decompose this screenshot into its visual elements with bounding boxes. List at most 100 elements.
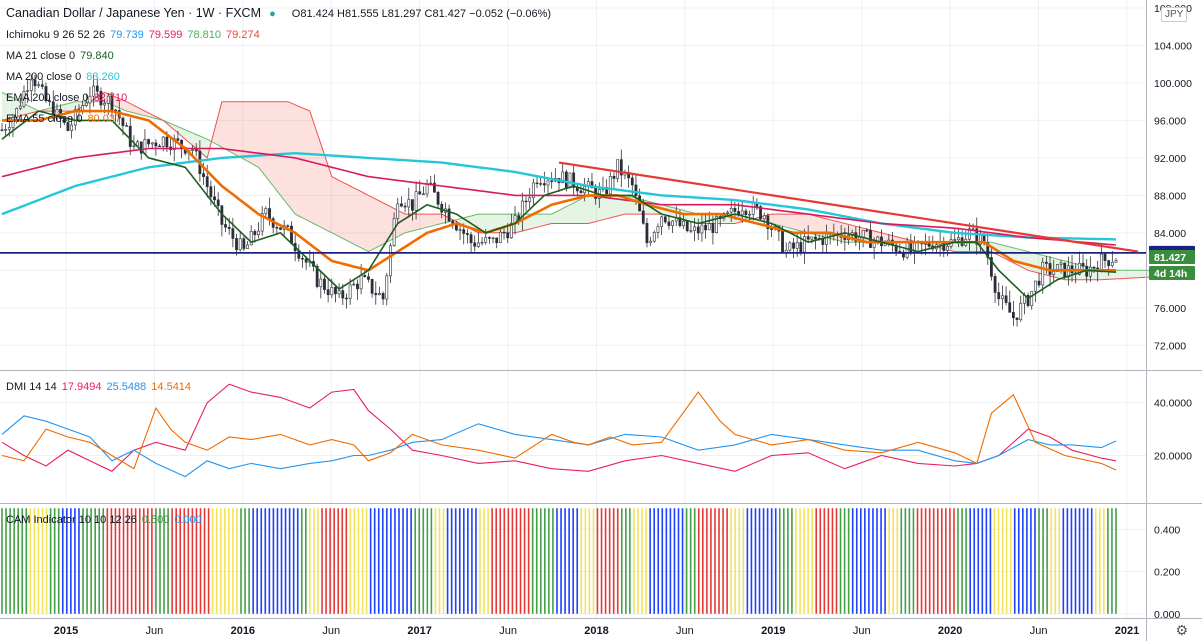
candle-body [1052, 271, 1056, 275]
candle-body [1044, 261, 1048, 264]
candle-body [590, 181, 594, 189]
ichimoku-cloud-segment [188, 131, 193, 146]
ichimoku-cloud-segment [232, 101, 237, 156]
candle-body [473, 242, 477, 247]
ichimoku-cloud-segment [368, 195, 373, 252]
ichimoku-cloud-segment [295, 104, 299, 216]
candle-body [125, 125, 128, 127]
ichimoku-cloud-segment [262, 101, 266, 177]
candle-body [799, 242, 803, 253]
red-trendline [558, 161, 1139, 253]
candle-body [161, 136, 165, 147]
candle-body [95, 85, 99, 92]
candle-body [407, 199, 411, 208]
ichimoku-cloud-segment [562, 206, 567, 224]
ichimoku-cloud-segment [566, 204, 570, 224]
legend-indicator-value: 83.260 [86, 71, 120, 83]
candle-body [711, 223, 715, 233]
time-tick-label: Jun [146, 625, 164, 637]
ichimoku-cloud-segment [837, 221, 842, 242]
ichimoku-cloud-segment [485, 214, 490, 233]
legend-indicator-value: 79.599 [148, 29, 183, 41]
candle-body [971, 228, 975, 230]
indicator-legend-row[interactable]: MA 21 close 0 79.840 [6, 49, 119, 63]
candle-body [315, 266, 319, 287]
candle-body [436, 192, 440, 205]
ichimoku-cloud-segment [386, 204, 391, 243]
candle-body [231, 228, 235, 239]
ichimoku-cloud-segment [540, 214, 545, 227]
candle-body [139, 141, 143, 154]
dmi-legend[interactable]: DMI 14 14 17.9494 25.5488 14.5414 [6, 380, 196, 394]
legend-indicator-name: EMA 55 close 0 [6, 113, 83, 125]
price-tick-label: 84.000 [1154, 228, 1186, 240]
candle-body [1008, 302, 1012, 313]
candle-body [729, 207, 733, 213]
candle-body [682, 220, 685, 227]
candle-body [715, 216, 718, 233]
indicator-legend-row[interactable]: EMA 55 close 0 80.037 [6, 112, 126, 126]
candle-body [700, 224, 704, 234]
candle-body [359, 275, 363, 290]
candle-body [150, 142, 154, 145]
candle-body [378, 293, 381, 296]
candle-body [337, 290, 341, 295]
candle-body [480, 241, 484, 244]
cam-legend[interactable]: CAM Indicator 10 10 12 26 0.500 0.000 [6, 513, 207, 527]
indicator-legend-row[interactable]: EMA 200 close 0 82.710 [6, 91, 132, 105]
currency-badge[interactable]: JPY [1161, 7, 1188, 22]
candle-body [685, 220, 689, 232]
candle-body [99, 90, 103, 106]
ichimoku-cloud-segment [221, 101, 226, 150]
ichimoku-cloud-segment [408, 214, 413, 232]
ohlc-readout: O81.424 H81.555 L81.297 C81.427 −0.052 (… [291, 8, 552, 20]
ichimoku-cloud-segment [115, 97, 120, 108]
candle-body [260, 213, 264, 232]
indicator-legend-row[interactable]: MA 200 close 0 83.260 [6, 70, 125, 84]
legend-indicator-value: 25.5488 [106, 381, 147, 393]
candle-body [367, 276, 370, 280]
price-tick-label: 100.000 [1154, 78, 1192, 90]
ichimoku-cloud-segment [599, 195, 603, 221]
candle-body [770, 228, 773, 230]
candle-body [73, 109, 77, 126]
settings-gear-icon[interactable]: ⚙ [1175, 622, 1188, 638]
candle-body [356, 283, 359, 290]
ichimoku-cloud-segment [357, 189, 362, 248]
ichimoku-cloud-segment [64, 103, 68, 112]
legend-indicator-name: CAM Indicator 10 10 12 26 [6, 514, 137, 526]
symbol-title[interactable]: Canadian Dollar / Japanese Yen · 1W · FX… [6, 6, 261, 20]
price-tick-label: 92.000 [1154, 153, 1186, 165]
ichimoku-cloud-segment [493, 214, 497, 233]
time-tick-label: Jun [1030, 625, 1048, 637]
legend-indicator-value: 79.274 [226, 29, 260, 41]
ichimoku-cloud-segment [811, 215, 816, 235]
ichimoku-cloud-segment [229, 101, 233, 154]
ichimoku-cloud-segment [199, 136, 204, 155]
candle-body [865, 229, 869, 232]
candle-body [213, 196, 216, 201]
ema55-line [2, 109, 1116, 272]
candle-body [740, 210, 744, 215]
ichimoku-cloud-segment [2, 92, 6, 121]
candle-body [286, 225, 290, 227]
market-status-icon: ● [269, 8, 276, 20]
ichimoku-cloud-segment [1130, 270, 1135, 279]
candle-body [341, 290, 345, 299]
ichimoku-cloud-segment [236, 101, 241, 158]
ichimoku-cloud-segment [800, 214, 805, 232]
ichimoku-cloud-segment [331, 176, 336, 235]
candle-body [18, 105, 22, 109]
candle-body [957, 237, 960, 241]
candle-body [484, 237, 488, 243]
ichimoku-cloud-segment [489, 214, 494, 233]
ichimoku-cloud-segment [353, 187, 358, 246]
candle-body [656, 226, 660, 233]
indicator-legend-row[interactable]: Ichimoku 9 26 52 26 79.739 79.599 78.810 79.… [6, 28, 265, 42]
legend-indicator-value: 14.5414 [151, 381, 192, 393]
candle-body [579, 190, 583, 194]
candle-body [92, 85, 96, 97]
candle-body [268, 208, 271, 219]
